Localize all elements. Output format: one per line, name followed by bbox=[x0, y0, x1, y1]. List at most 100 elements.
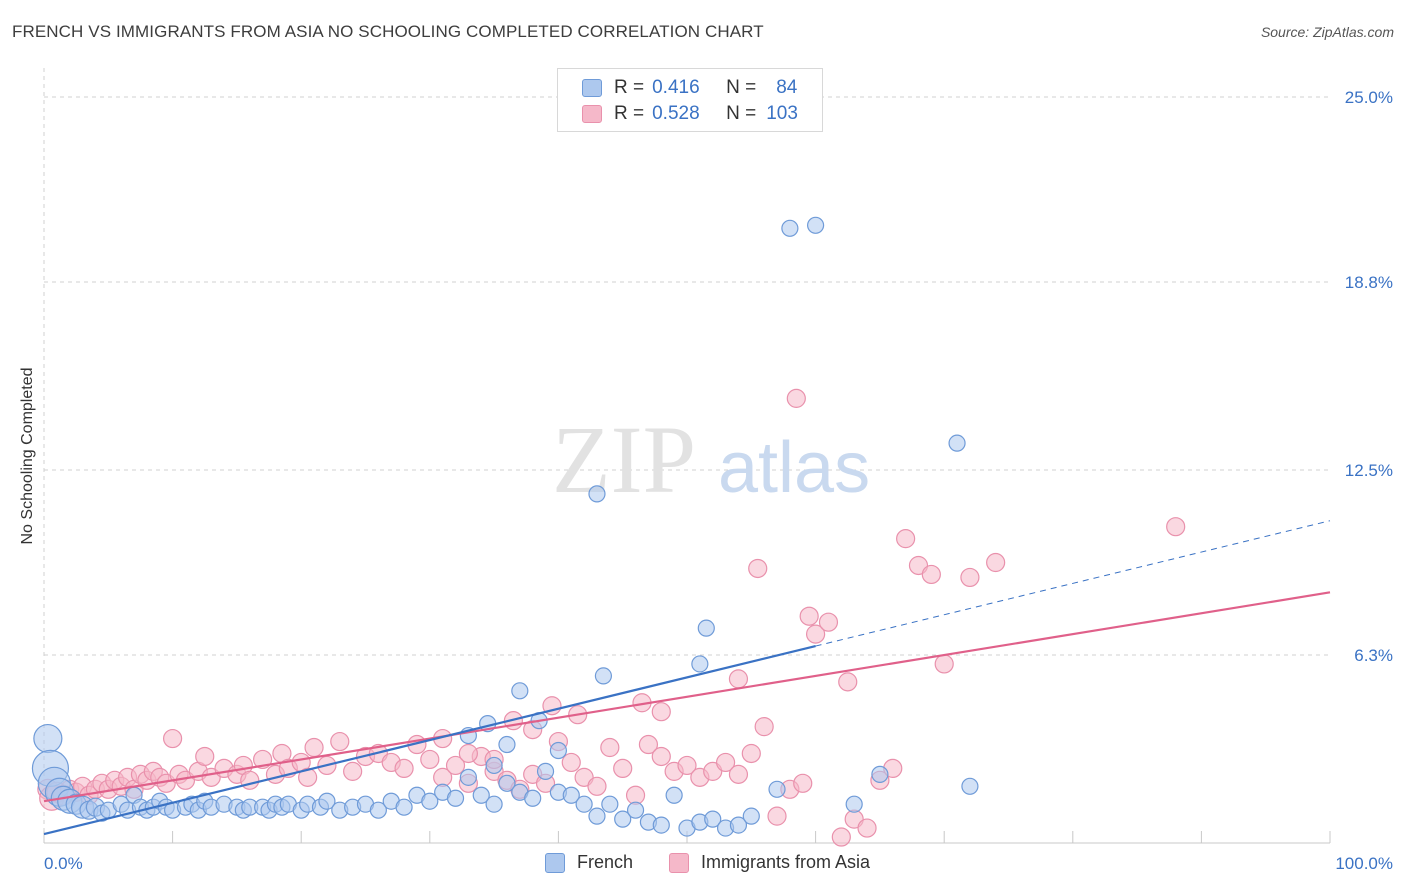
point-french bbox=[536, 762, 555, 780]
tick-labels: 6.3% 12.5% 18.8% 25.0% 0.0% 100.0% bbox=[44, 88, 1393, 873]
point-french bbox=[948, 434, 966, 452]
legend-swatch-blue bbox=[545, 852, 565, 873]
point-immigrants-from-asia bbox=[625, 785, 646, 805]
trend-line-immigrants-from-asia bbox=[43, 591, 1331, 803]
legend-label-immigrants-from-asia: Immigrants from Asia bbox=[701, 852, 871, 872]
point-french bbox=[472, 786, 490, 804]
r-value: 0.416 bbox=[652, 77, 700, 98]
point-immigrants-from-asia bbox=[195, 746, 215, 767]
point-french bbox=[871, 765, 889, 783]
point-french bbox=[594, 667, 613, 685]
r-label: R = bbox=[614, 77, 645, 98]
legend-swatch-blue bbox=[582, 79, 602, 97]
point-french bbox=[614, 810, 632, 828]
point-french bbox=[33, 723, 63, 754]
point-immigrants-from-asia bbox=[561, 752, 581, 773]
point-french bbox=[697, 619, 715, 637]
point-french bbox=[369, 801, 387, 819]
point-french bbox=[485, 795, 503, 813]
point-immigrants-from-asia bbox=[728, 669, 749, 689]
point-immigrants-from-asia bbox=[786, 388, 806, 408]
point-immigrants-from-asia bbox=[857, 818, 877, 838]
chart-title: FRENCH VS IMMIGRANTS FROM ASIA NO SCHOOL… bbox=[12, 22, 764, 41]
point-french bbox=[691, 655, 709, 673]
point-french bbox=[845, 795, 863, 813]
point-immigrants-from-asia bbox=[799, 606, 819, 626]
point-french bbox=[729, 816, 748, 834]
point-immigrants-from-asia bbox=[986, 552, 1006, 573]
point-french bbox=[601, 795, 619, 813]
legend-item-immigrants-from-asia[interactable]: Immigrants from Asia bbox=[669, 852, 870, 873]
point-french bbox=[446, 789, 465, 807]
point-immigrants-from-asia bbox=[741, 743, 761, 764]
legend-row-immigrants: R = 0.528 N = 103 bbox=[582, 102, 798, 126]
point-immigrants-from-asia bbox=[934, 654, 954, 674]
point-french bbox=[588, 807, 606, 825]
point-french bbox=[652, 816, 670, 834]
point-french bbox=[588, 485, 606, 503]
point-immigrants-from-asia bbox=[715, 752, 736, 773]
point-french bbox=[524, 789, 542, 807]
point-french bbox=[626, 801, 645, 819]
point-immigrants-from-asia bbox=[304, 737, 324, 758]
watermark: ZIP atlas bbox=[552, 406, 870, 513]
correlation-legend: R = 0.416 N = 84 R = 0.528 N = 103 bbox=[557, 68, 823, 132]
point-immigrants-from-asia bbox=[651, 702, 671, 722]
point-french bbox=[768, 780, 786, 798]
point-immigrants-from-asia bbox=[600, 737, 620, 758]
point-immigrants-from-asia bbox=[651, 746, 671, 767]
point-immigrants-from-asia bbox=[960, 567, 980, 588]
y-tick-label: 25.0% bbox=[1345, 88, 1393, 107]
trend-line-french bbox=[43, 644, 816, 836]
chart-source: Source: ZipAtlas.com bbox=[1260, 24, 1394, 40]
point-immigrants-from-asia bbox=[748, 558, 768, 579]
point-french bbox=[549, 741, 568, 760]
point-immigrants-from-asia bbox=[613, 758, 633, 779]
n-value: 84 bbox=[776, 77, 798, 98]
point-immigrants-from-asia bbox=[1166, 517, 1186, 537]
legend-swatch-pink bbox=[669, 852, 689, 873]
trend-line-french-extension bbox=[815, 520, 1331, 647]
point-immigrants-from-asia bbox=[805, 624, 826, 644]
point-french bbox=[742, 807, 760, 825]
point-french bbox=[704, 810, 722, 828]
r-value: 0.528 bbox=[652, 103, 700, 124]
point-immigrants-from-asia bbox=[921, 564, 941, 585]
point-french bbox=[485, 756, 503, 775]
point-french bbox=[781, 219, 799, 237]
y-tick-label: 18.8% bbox=[1345, 273, 1393, 292]
point-immigrants-from-asia bbox=[818, 612, 839, 632]
legend-item-french[interactable]: French bbox=[545, 852, 633, 873]
point-french bbox=[421, 792, 439, 810]
point-french bbox=[665, 786, 683, 804]
point-immigrants-from-asia bbox=[163, 728, 183, 749]
point-immigrants-from-asia bbox=[838, 672, 858, 692]
y-tick-label: 6.3% bbox=[1354, 646, 1393, 665]
watermark-atlas: atlas bbox=[718, 428, 870, 508]
n-label: N = bbox=[726, 103, 757, 124]
point-immigrants-from-asia bbox=[793, 773, 813, 793]
point-immigrants-from-asia bbox=[394, 758, 414, 779]
legend-label-french: French bbox=[577, 852, 634, 872]
point-immigrants-from-asia bbox=[728, 764, 749, 784]
x-tick-label: 0.0% bbox=[44, 854, 83, 873]
point-immigrants-from-asia bbox=[343, 761, 363, 781]
point-french bbox=[961, 777, 979, 795]
point-immigrants-from-asia bbox=[677, 755, 697, 776]
n-value: 103 bbox=[766, 103, 798, 124]
point-immigrants-from-asia bbox=[420, 749, 440, 770]
point-french bbox=[511, 682, 529, 700]
point-french bbox=[498, 735, 516, 754]
point-immigrants-from-asia bbox=[445, 755, 466, 776]
legend-swatch-pink bbox=[582, 105, 602, 123]
point-immigrants-from-asia bbox=[298, 767, 318, 787]
point-immigrants-from-asia bbox=[638, 734, 659, 755]
series-french bbox=[31, 216, 979, 837]
point-immigrants-from-asia bbox=[767, 806, 787, 826]
watermark-zip: ZIP bbox=[552, 406, 696, 513]
point-french bbox=[395, 798, 413, 816]
legend-row-french: R = 0.416 N = 84 bbox=[582, 76, 797, 100]
series-legend: French Immigrants from Asia bbox=[0, 852, 1406, 876]
point-french bbox=[562, 786, 580, 804]
x-tick-label: 100.0% bbox=[1335, 854, 1393, 873]
